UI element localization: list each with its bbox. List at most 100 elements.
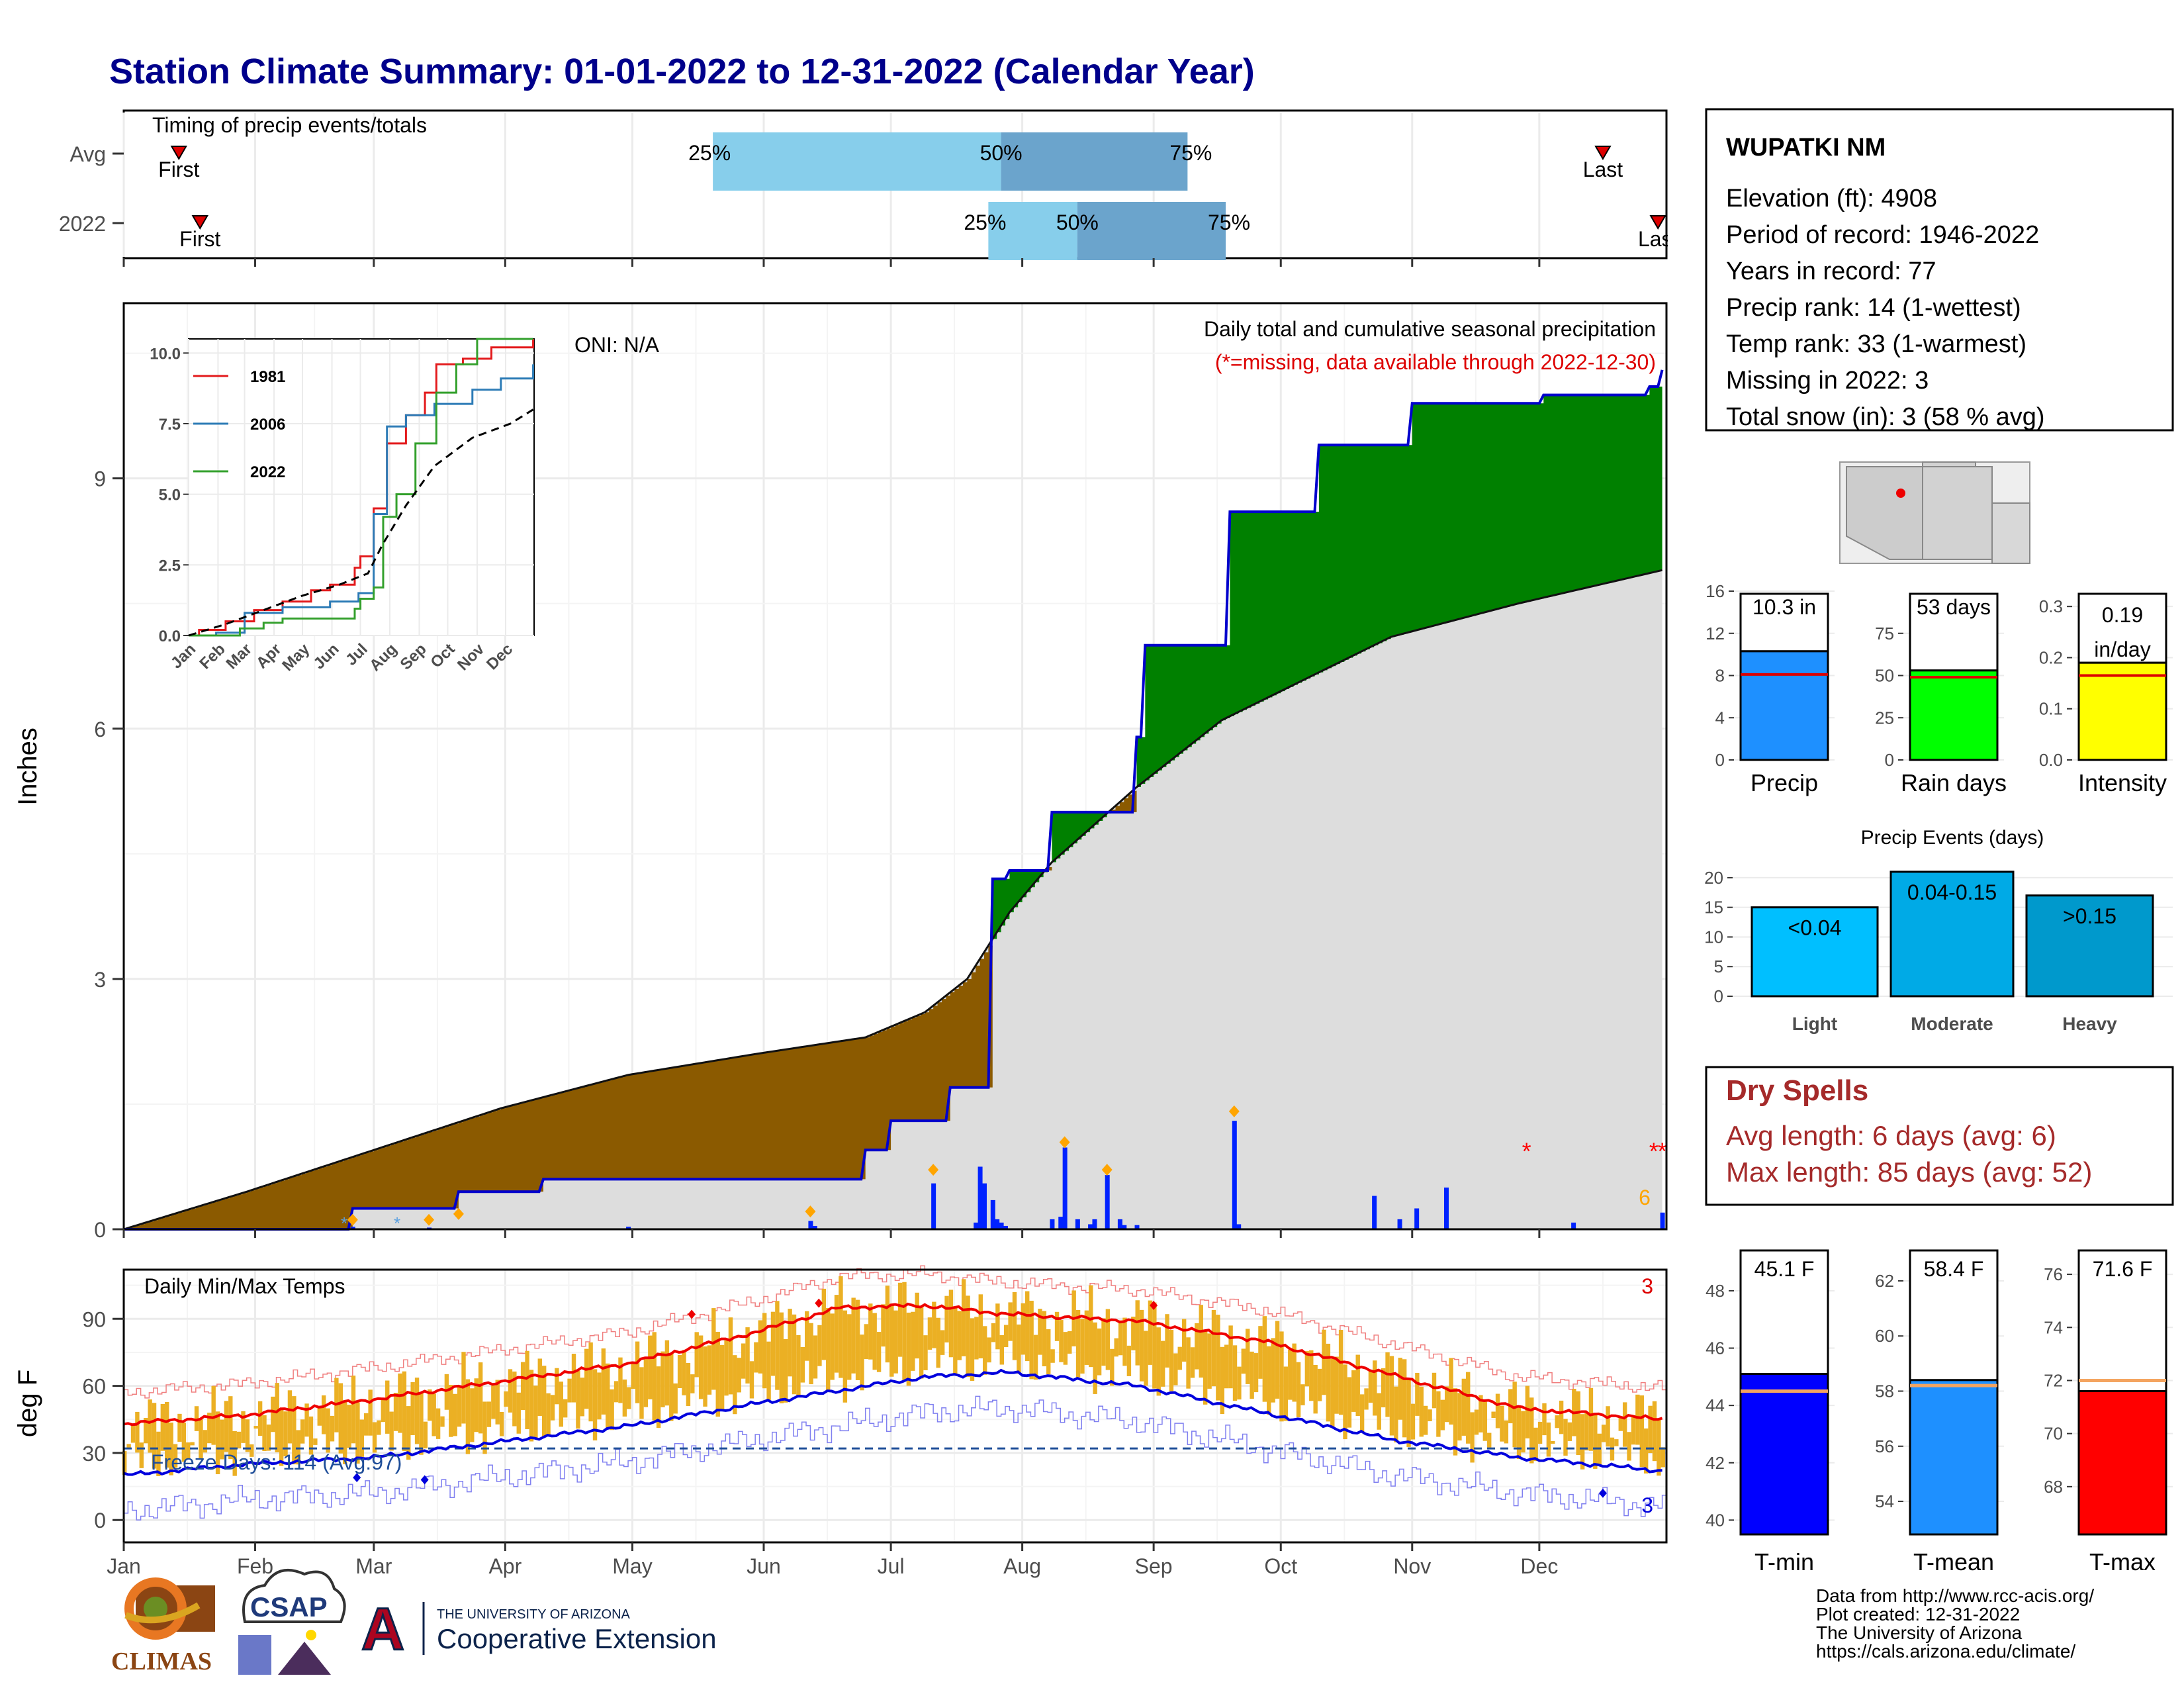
summary-y-tick: 0	[1715, 750, 1725, 770]
record-high-marker	[1150, 1301, 1158, 1311]
daily-precip-bar	[1660, 1212, 1665, 1229]
daily-temp-bar	[1322, 1329, 1326, 1395]
daily-temp-bar	[241, 1411, 246, 1443]
daily-precip-bar	[1003, 1225, 1008, 1229]
daily-temp-bar	[733, 1355, 737, 1415]
daily-temp-bar	[749, 1361, 754, 1399]
credit-line: Plot created: 12-31-2022	[1816, 1604, 2020, 1624]
daily-temp-bar	[881, 1304, 886, 1347]
daily-temp-bar	[948, 1289, 954, 1358]
daily-temp-bar	[1364, 1388, 1369, 1410]
daily-temp-bar	[1588, 1387, 1594, 1451]
ua-logo-big-text: Cooperative Extension	[437, 1623, 717, 1654]
daily-temp-bar	[444, 1374, 449, 1410]
daily-temp-bar	[1241, 1348, 1246, 1374]
daily-temp-bar	[957, 1311, 962, 1360]
daily-temp-bar	[1546, 1422, 1551, 1457]
event-timing-marker	[170, 146, 187, 160]
daily-temp-bar	[372, 1422, 377, 1453]
temp-bar-name: T-min	[1754, 1548, 1814, 1575]
y-tick-label: 90	[82, 1307, 106, 1331]
summary-value-box	[1739, 592, 1829, 653]
daily-temp-bar	[754, 1342, 758, 1373]
daily-temp-bar	[1432, 1372, 1437, 1409]
record-min-line	[124, 1395, 1666, 1521]
daily-temp-bar	[546, 1393, 551, 1437]
daily-temp-bar	[664, 1340, 670, 1406]
quartile-bar-lower	[988, 202, 1077, 260]
daily-temp-bar	[393, 1393, 398, 1431]
daily-temp-bar	[389, 1411, 394, 1451]
daily-temp-bar	[800, 1346, 805, 1383]
daily-temp-bar	[1029, 1300, 1034, 1380]
daily-temp-bar	[1304, 1351, 1310, 1387]
daily-temp-bar	[266, 1424, 271, 1451]
temp-value-label: 45.1 F	[1754, 1257, 1815, 1281]
daily-temp-bar	[719, 1344, 725, 1411]
daily-temp-bar	[682, 1350, 686, 1395]
event-bar-value: 0.04-0.15	[1907, 880, 1997, 904]
timing-panel: Timing of precip events/totals Avg 25% 50% 7…	[59, 106, 1701, 267]
event-bar	[1751, 906, 1879, 998]
summary-y-tick: 25	[1875, 708, 1894, 727]
temp-summary-y-tick: 44	[1706, 1395, 1725, 1415]
inset-frame	[188, 338, 535, 636]
daily-temp-bar	[1004, 1325, 1009, 1348]
daily-temp-bar	[410, 1382, 415, 1435]
daily-temp-bar	[1461, 1378, 1467, 1436]
daily-temp-bar	[1258, 1326, 1263, 1379]
daily-temp-bar	[1114, 1338, 1118, 1357]
events-y-tick: 20	[1704, 868, 1723, 888]
daily-temp-bar	[1097, 1328, 1102, 1376]
summary-bar-name: Intensity	[2078, 769, 2167, 796]
daily-temp-bar	[779, 1312, 784, 1403]
events-title: Precip Events (days)	[1861, 827, 2044, 849]
y-axis-title: deg F	[13, 1370, 42, 1437]
daily-precip-bar	[1414, 1208, 1420, 1229]
daily-temp-bar	[1203, 1330, 1208, 1405]
daily-temp-bar	[279, 1409, 284, 1466]
daily-temp-bar	[203, 1430, 208, 1453]
event-bar-value: <0.04	[1788, 916, 1842, 940]
daily-temp-bar	[1542, 1403, 1547, 1436]
x-tick-label: Jul	[878, 1554, 905, 1578]
summary-bars: 0 4 8 12 16 10.3 in Precip 0 25 50 75 53 days Rain d…	[1706, 581, 2173, 796]
daily-temp-bar	[758, 1320, 762, 1374]
daily-temp-bar	[1300, 1384, 1305, 1405]
temp-summary-y-tick: 62	[1875, 1271, 1894, 1291]
daily-temp-bar	[130, 1424, 136, 1443]
daily-temp-bar	[1445, 1386, 1449, 1423]
temp-frame	[122, 1268, 1668, 1544]
daily-temp-bar	[953, 1307, 958, 1376]
daily-temp-bar	[326, 1408, 330, 1453]
daily-temp-bar	[864, 1324, 869, 1359]
daily-temp-bar	[1059, 1320, 1064, 1362]
daily-temp-bar	[1275, 1321, 1280, 1399]
daily-temp-bar	[495, 1380, 500, 1425]
event-timing-marker	[191, 215, 209, 230]
daily-temp-bar	[592, 1369, 598, 1440]
summary-y-tick: 0.2	[2039, 647, 2063, 667]
temp-value-box	[1739, 1249, 1829, 1376]
daily-temp-bar	[724, 1340, 729, 1396]
daily-temp-bar	[1165, 1314, 1169, 1368]
inset-legend-label: 2006	[250, 416, 285, 434]
daily-temp-bar	[1211, 1309, 1216, 1387]
daily-temp-bar	[398, 1373, 402, 1433]
summary-y-tick: 0.1	[2039, 699, 2063, 719]
daily-temp-bar	[181, 1423, 187, 1462]
daily-temp-bar	[1186, 1337, 1191, 1389]
average-cumulative-area	[124, 570, 1662, 1229]
daily-temp-bar	[1368, 1370, 1373, 1403]
daily-temp-bar	[1479, 1395, 1483, 1432]
credit-line: The University of Arizona	[1816, 1622, 2023, 1643]
daily-temp-bar	[775, 1301, 780, 1390]
daily-temp-bar	[966, 1295, 970, 1378]
daily-temp-bar	[156, 1431, 161, 1476]
daily-temp-bar	[847, 1314, 852, 1380]
record-low-marker	[420, 1475, 429, 1485]
temperature-panel: Daily Min/Max Temps 3 Freeze Days: 114 (Av…	[13, 1265, 1668, 1544]
daily-temp-bar	[1466, 1372, 1471, 1444]
daily-temp-bar	[186, 1442, 191, 1460]
